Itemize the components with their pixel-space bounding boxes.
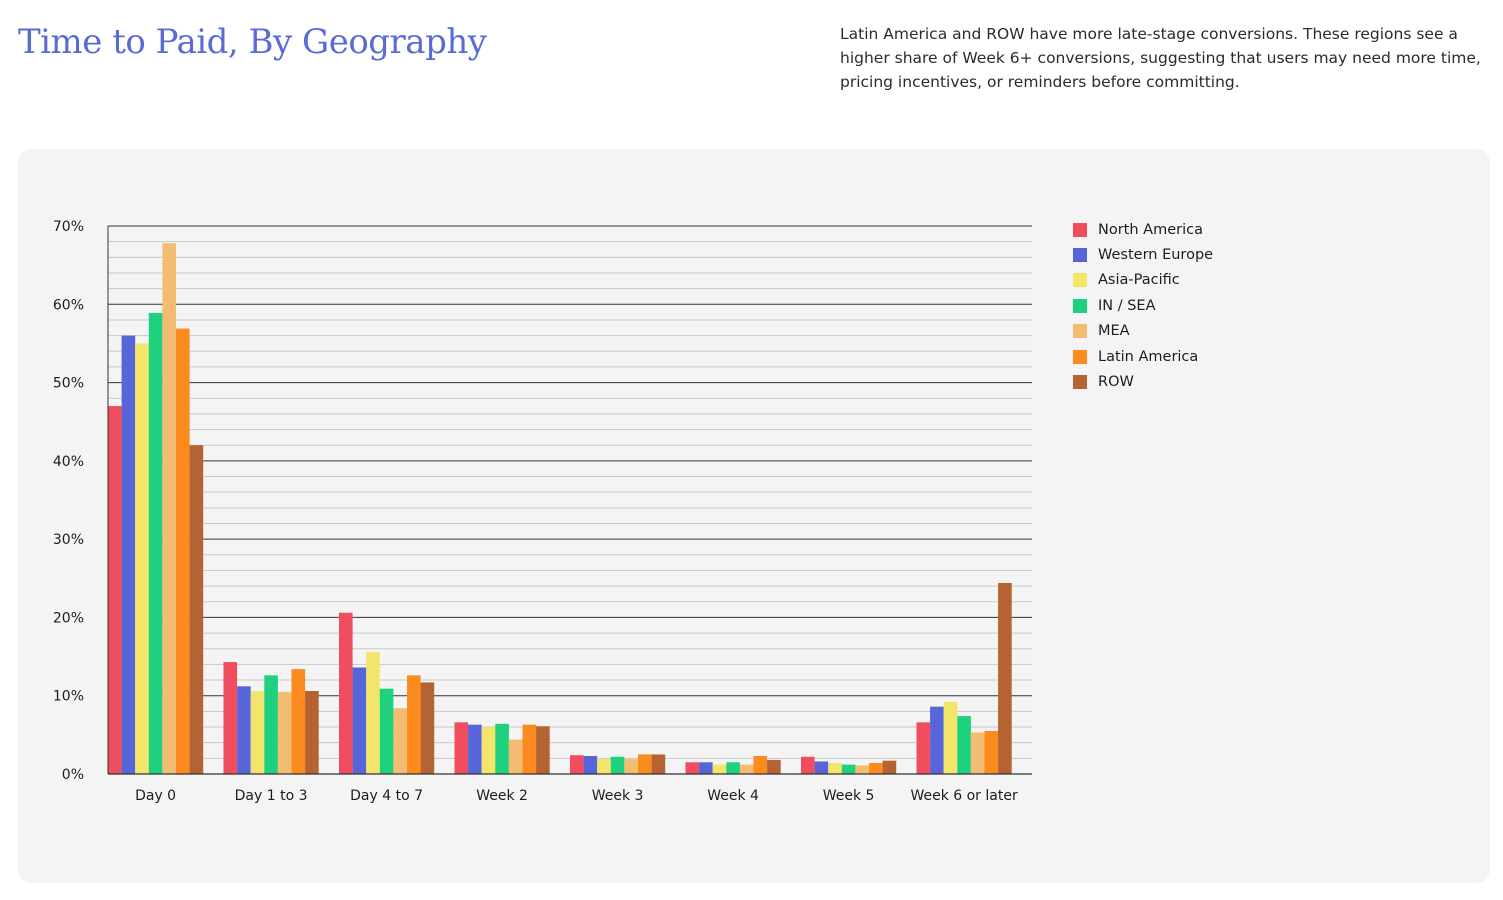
bar <box>753 755 768 774</box>
bar <box>841 764 856 774</box>
y-tick-label: 60% <box>53 297 84 313</box>
legend-label: MEA <box>1098 323 1130 340</box>
legend-label: North America <box>1098 221 1203 238</box>
bar <box>685 762 700 774</box>
legend-item: IN / SEA <box>1073 293 1213 318</box>
bar <box>801 756 815 774</box>
legend-swatch <box>1073 349 1087 364</box>
legend-item: ROW <box>1073 369 1213 394</box>
bar <box>135 343 149 774</box>
x-tick-label: Day 0 <box>135 788 176 804</box>
bar <box>162 243 176 775</box>
bar <box>651 754 666 774</box>
bar <box>121 335 136 774</box>
bar <box>264 675 278 774</box>
x-tick-label: Week 5 <box>823 788 875 804</box>
bar <box>291 669 306 774</box>
legend-item: Western Europe <box>1073 242 1213 267</box>
bar <box>855 765 869 774</box>
bar <box>869 763 883 774</box>
bar <box>277 691 292 774</box>
chart-legend: North America Western Europe Asia-Pacific I… <box>1073 217 1213 395</box>
bar <box>407 675 421 774</box>
bar <box>189 445 204 774</box>
bar <box>930 706 944 774</box>
page-title: Time to Paid, By Geography <box>18 22 487 62</box>
legend-label: Latin America <box>1098 348 1199 365</box>
bar <box>508 739 523 774</box>
y-tick-label: 50% <box>53 376 84 392</box>
bar <box>148 312 163 774</box>
bar <box>998 582 1012 774</box>
legend-swatch <box>1073 248 1087 263</box>
bar <box>468 724 482 774</box>
bar <box>223 662 238 774</box>
bar <box>454 722 469 774</box>
bar <box>610 756 625 774</box>
bar <box>739 764 754 774</box>
legend-label: IN / SEA <box>1098 297 1156 314</box>
x-tick-label: Day 1 to 3 <box>235 788 308 804</box>
bar <box>250 691 265 774</box>
bar <box>726 762 740 774</box>
bar <box>420 682 435 774</box>
bar <box>352 667 367 774</box>
bar <box>339 612 353 774</box>
y-tick-label: 10% <box>53 689 84 705</box>
x-tick-label: Week 6 or later <box>910 788 1018 804</box>
bar <box>767 759 781 774</box>
y-tick-label: 20% <box>53 610 84 626</box>
legend-item: Latin America <box>1073 344 1213 369</box>
bar <box>536 726 550 774</box>
y-tick-label: 40% <box>53 454 84 470</box>
bar <box>597 759 611 774</box>
y-tick-label: 70% <box>53 219 84 235</box>
legend-item: MEA <box>1073 319 1213 344</box>
legend-label: Asia-Pacific <box>1098 272 1180 289</box>
bar <box>943 701 958 774</box>
legend-swatch <box>1073 324 1087 339</box>
bar <box>366 651 380 774</box>
bar <box>814 761 829 774</box>
bar <box>495 723 509 774</box>
legend-label: ROW <box>1098 374 1134 391</box>
y-tick-label: 0% <box>62 767 84 783</box>
legend-swatch <box>1073 375 1087 390</box>
bar <box>583 755 598 774</box>
bar <box>984 730 999 774</box>
bar <box>970 732 985 774</box>
y-tick-label: 30% <box>53 532 84 548</box>
legend-swatch <box>1073 273 1087 288</box>
bar <box>522 724 537 774</box>
legend-label: Western Europe <box>1098 247 1214 264</box>
x-tick-label: Week 2 <box>476 788 528 804</box>
bar <box>882 760 897 774</box>
bar <box>916 722 931 774</box>
bar <box>828 763 842 774</box>
bar <box>379 688 394 774</box>
bar <box>638 754 652 774</box>
x-tick-label: Week 3 <box>592 788 644 804</box>
bar <box>393 708 407 774</box>
x-tick-label: Day 4 to 7 <box>350 788 423 804</box>
legend-swatch <box>1073 298 1087 313</box>
bar <box>481 727 496 774</box>
bar <box>699 762 713 774</box>
x-tick-label: Week 4 <box>707 788 759 804</box>
bar <box>237 686 251 774</box>
bar <box>305 691 319 774</box>
bar <box>712 764 727 774</box>
chart-description: Latin America and ROW have more late-sta… <box>840 25 1481 91</box>
bar <box>176 328 190 774</box>
legend-item: Asia-Pacific <box>1073 268 1213 293</box>
bar <box>570 755 584 774</box>
bar <box>957 716 971 774</box>
legend-item: North America <box>1073 217 1213 242</box>
bar <box>108 406 122 774</box>
bar <box>624 759 638 774</box>
legend-swatch <box>1073 222 1087 237</box>
